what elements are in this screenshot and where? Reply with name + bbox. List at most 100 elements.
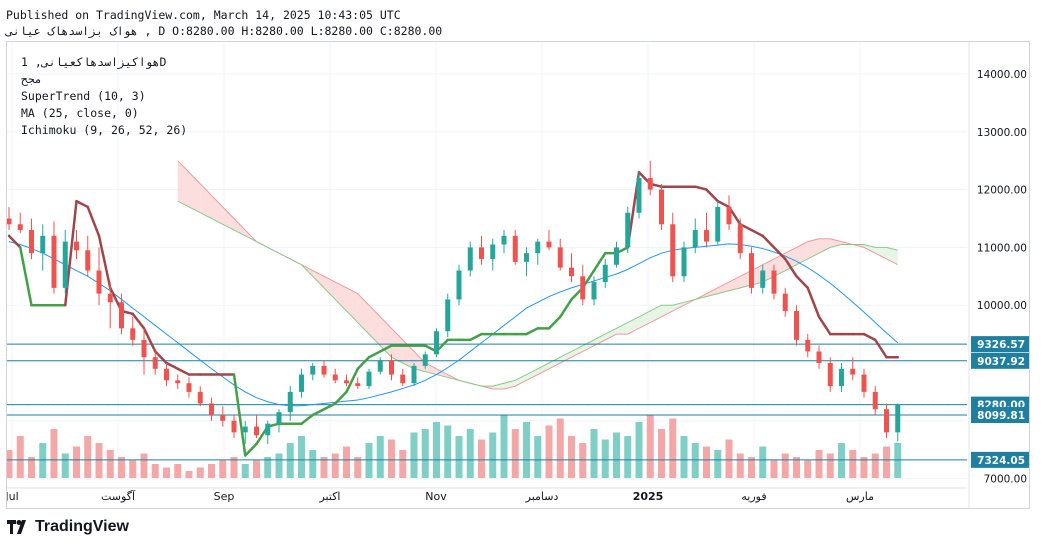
candle-body <box>85 250 91 271</box>
volume-bar <box>50 429 58 478</box>
volume-bar <box>253 460 260 478</box>
volume-bar <box>129 460 137 478</box>
ichimoku-cloud-segment <box>571 345 583 358</box>
supertrend-segment <box>862 332 877 342</box>
candle-body <box>580 276 586 300</box>
supertrend-segment <box>311 407 326 417</box>
supertrend-segment <box>705 188 719 203</box>
supertrend-segment <box>750 228 764 238</box>
price-tick-label: 7000.00 <box>984 474 1027 486</box>
candle-body <box>647 178 653 190</box>
volume-bar <box>601 439 609 478</box>
volume-bar <box>725 439 733 478</box>
candle-body <box>197 391 203 404</box>
candle-body <box>569 267 574 277</box>
chart-frame[interactable]: 14000.00 13000.00 12000.00 11000.00 10000.00… <box>6 41 1030 509</box>
ichimoku-cloud-segment <box>369 305 381 346</box>
candle-body <box>231 420 237 433</box>
volume-bar <box>376 436 384 478</box>
volume-bar <box>163 467 170 478</box>
volume-bar <box>579 443 587 478</box>
ichimoku-cloud-segment <box>774 253 786 277</box>
candle-body <box>119 302 124 329</box>
ichimoku-cloud-segment <box>582 339 594 352</box>
volume-bar <box>399 450 407 478</box>
volume-bar <box>849 450 857 478</box>
volume-bar <box>264 457 272 478</box>
supertrend-segment <box>165 361 179 371</box>
ichimoku-cloud-segment <box>807 238 819 259</box>
candle-body <box>355 383 361 387</box>
price-chart[interactable]: 14000.00 13000.00 12000.00 11000.00 10000.00… <box>7 42 1029 508</box>
volume-bar <box>208 464 215 478</box>
volume-bar <box>478 439 485 478</box>
ichimoku-cloud-segment <box>717 282 729 294</box>
ichimoku-cloud-segment <box>234 218 246 236</box>
supertrend-segment <box>547 315 562 330</box>
ichimoku-cloud-segment <box>515 374 527 387</box>
volume-bar <box>556 418 564 478</box>
volume-bar <box>7 450 13 478</box>
legend-ma[interactable]: MA (25, close, 0) <box>21 106 139 120</box>
volume-bar <box>703 446 710 478</box>
time-tick-label: دسامبر <box>525 490 559 503</box>
volume-bar <box>241 464 249 478</box>
tradingview-logo[interactable]: TradingView <box>7 518 129 536</box>
volume-bar <box>16 436 24 478</box>
volume-bar <box>466 429 474 478</box>
supertrend-segment <box>817 315 832 336</box>
candle-body <box>445 299 451 332</box>
candle-body <box>62 241 68 288</box>
time-tick-label: Jul <box>7 490 19 503</box>
volume-bar <box>298 436 305 478</box>
volume-bar <box>219 460 227 478</box>
candle-body <box>422 354 428 366</box>
legend-exchange: مجح <box>21 72 42 86</box>
candle-body <box>704 230 709 242</box>
volume-bar <box>759 446 767 478</box>
volume-bar <box>736 453 744 478</box>
tradingview-logo-icon <box>7 520 26 534</box>
volume-bar <box>534 436 542 478</box>
volume-bar <box>545 425 553 478</box>
ichimoku-cloud-segment <box>627 316 639 335</box>
volume-bar <box>646 415 654 478</box>
candle-body <box>209 403 214 416</box>
legend-ichimoku[interactable]: Ichimoku (9, 26, 52, 26) <box>21 123 188 137</box>
ichimoku-cloud-segment <box>211 195 223 225</box>
supertrend-segment <box>761 234 776 249</box>
price-label-badge <box>971 451 1029 468</box>
volume-bar <box>84 436 92 478</box>
volume-bar <box>73 446 80 478</box>
price-label-text: 8099.81 <box>977 410 1025 422</box>
volume-bar <box>511 429 519 478</box>
candle-body <box>29 230 34 254</box>
supertrend-segment <box>232 373 247 457</box>
candle-body <box>467 247 473 271</box>
candle-body <box>411 365 417 384</box>
candle-body <box>782 293 788 311</box>
ichimoku-cloud-segment <box>492 383 504 390</box>
ichimoku-cloud-segment <box>751 264 763 285</box>
ichimoku-cloud-segment <box>650 305 662 323</box>
volume-bar <box>286 443 294 478</box>
candle-body <box>152 357 158 369</box>
supertrend-segment <box>7 234 22 249</box>
candle-body <box>546 241 552 248</box>
candle-body <box>501 235 507 245</box>
legend-supertrend[interactable]: SuperTrend (10, 3) <box>21 89 146 103</box>
candle-body <box>591 282 597 300</box>
volume-bar <box>624 436 632 478</box>
price-axis-bg <box>969 42 1029 508</box>
volume-bar <box>28 457 35 478</box>
volume-bar <box>590 429 598 478</box>
volume-bar <box>343 446 350 478</box>
volume-bar <box>196 467 204 478</box>
volume-bar <box>489 432 497 478</box>
candle-body <box>557 247 563 268</box>
volume-bar <box>275 453 283 478</box>
candle-body <box>51 235 57 288</box>
volume-bar <box>95 443 103 478</box>
volume-bar <box>714 450 722 478</box>
candle-body <box>287 391 293 413</box>
